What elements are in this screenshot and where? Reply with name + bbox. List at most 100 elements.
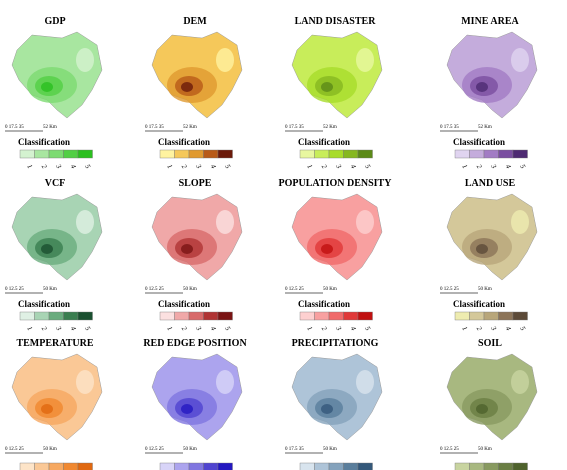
legend-swatch: [483, 462, 499, 470]
legend-swatch: [48, 311, 64, 321]
map-zone: [216, 370, 234, 394]
panel-title: SOIL: [478, 338, 502, 349]
class-label: 1: [25, 325, 34, 332]
legend-swatch: [34, 311, 50, 321]
legend-swatch: [469, 311, 485, 321]
legend-title: Classification: [298, 137, 350, 147]
class-label: 4: [69, 163, 78, 170]
legend-swatch: [188, 149, 204, 159]
map: [291, 353, 383, 441]
legend-swatch: [498, 311, 514, 321]
legend-swatch: [512, 462, 528, 470]
map-zone: [41, 404, 53, 414]
map-zone: [356, 210, 374, 234]
scale-label: 50 Km: [43, 287, 57, 292]
map: [11, 353, 103, 441]
legend-swatch: [454, 149, 470, 159]
class-label: 1: [305, 163, 314, 170]
class-label: 3: [54, 324, 63, 332]
class-label: 3: [489, 324, 498, 332]
panel-title: LAND DISASTER: [295, 16, 377, 27]
map: [151, 353, 243, 441]
class-label: 1: [165, 325, 174, 332]
class-label: 1: [460, 163, 469, 170]
map-zone: [41, 82, 53, 92]
legend-title: Classification: [158, 137, 210, 147]
panel-title: RED EDGE POSITION: [143, 338, 247, 349]
class-label: 4: [209, 325, 218, 332]
map-zone: [76, 370, 94, 394]
map-zone: [216, 48, 234, 72]
legend-swatch: [217, 462, 233, 470]
class-label: 3: [194, 162, 203, 170]
map-zone: [476, 244, 488, 254]
legend-swatch: [498, 462, 514, 470]
map: [11, 31, 103, 119]
map-zone: [356, 370, 374, 394]
legend-swatch: [34, 149, 50, 159]
scale-label: 50 Km: [183, 447, 197, 452]
scale-label: 50 Km: [478, 287, 492, 292]
legend-swatch: [217, 311, 233, 321]
scale-label: 0 17.5 35: [285, 125, 304, 130]
class-label: 1: [165, 163, 174, 170]
scale-label: 0 17.5 35: [5, 125, 24, 130]
class-label: 3: [489, 162, 498, 170]
scale-label: 0 17.5 35: [440, 125, 459, 130]
map: [446, 353, 538, 441]
legend-swatch: [357, 311, 373, 321]
class-label: 2: [180, 325, 189, 332]
legend-swatch: [469, 462, 485, 470]
legend-title: Classification: [453, 299, 505, 309]
class-label: 4: [349, 163, 358, 170]
legend-swatch: [454, 462, 470, 470]
class-label: 2: [320, 325, 329, 332]
legend-title: Classification: [158, 299, 210, 309]
legend-swatch: [512, 311, 528, 321]
legend-swatch: [299, 149, 315, 159]
class-label: 5: [83, 163, 92, 170]
legend-swatch: [483, 311, 499, 321]
legend-swatch: [357, 462, 373, 470]
legend-swatch: [314, 462, 330, 470]
map: [11, 193, 103, 281]
class-label: 4: [69, 325, 78, 332]
scale-label: 0 12.5 25: [440, 447, 459, 452]
scale-label: 52 Km: [323, 125, 337, 130]
class-label: 5: [518, 325, 527, 332]
legend-title: Classification: [18, 137, 70, 147]
scale-label: 50 Km: [323, 287, 337, 292]
class-label: 5: [83, 325, 92, 332]
scale-label: 0 17.5 35: [145, 125, 164, 130]
map-zone: [76, 210, 94, 234]
scale-label: 50 Km: [323, 447, 337, 452]
legend-swatch: [217, 149, 233, 159]
class-label: 2: [40, 163, 49, 170]
class-label: 2: [475, 163, 484, 170]
legend-swatch: [63, 462, 79, 470]
legend-swatch: [454, 311, 470, 321]
legend-swatch: [469, 149, 485, 159]
scale-label: 52 Km: [478, 125, 492, 130]
class-label: 4: [209, 163, 218, 170]
legend-swatch: [203, 311, 219, 321]
class-label: 2: [320, 163, 329, 170]
legend-swatch: [174, 149, 190, 159]
map-zone: [511, 48, 529, 72]
scale-label: 0 12.5 25: [285, 287, 304, 292]
scale-label: 50 Km: [478, 447, 492, 452]
map-zone: [356, 48, 374, 72]
legend-swatch: [343, 311, 359, 321]
map: [291, 193, 383, 281]
map-zone: [476, 404, 488, 414]
legend-swatch: [34, 462, 50, 470]
class-label: 5: [518, 163, 527, 170]
map-zone: [511, 210, 529, 234]
map-zone: [181, 244, 193, 254]
scale-label: 50 Km: [183, 287, 197, 292]
legend-swatch: [203, 462, 219, 470]
class-label: 1: [460, 325, 469, 332]
map-zone: [321, 404, 333, 414]
class-label: 4: [504, 163, 513, 170]
